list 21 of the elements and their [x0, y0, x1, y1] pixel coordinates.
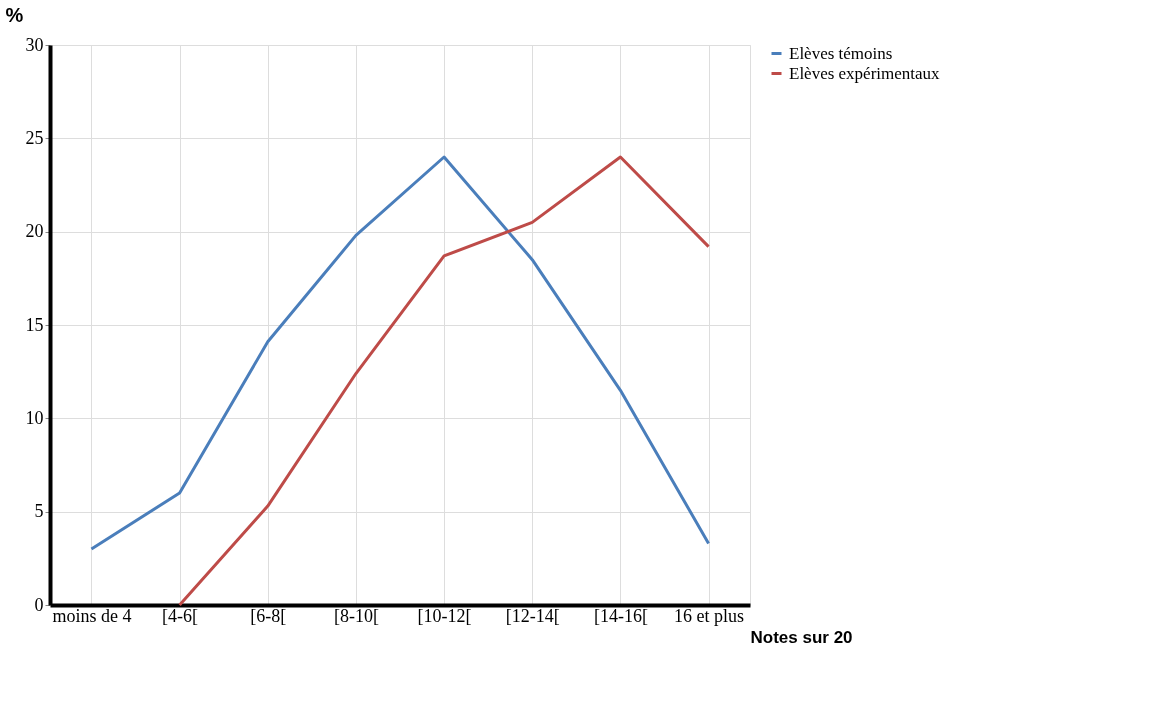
- y-tick-label: 30: [25, 34, 44, 55]
- y-axis-title: %: [5, 3, 24, 26]
- y-tick-label: 0: [34, 594, 44, 615]
- x-axis-title: Notes sur 20: [750, 627, 853, 647]
- x-tick-label: [4-6[: [162, 605, 199, 626]
- y-tick-label: 20: [25, 221, 44, 242]
- x-tick-label: [6-8[: [250, 605, 287, 626]
- x-tick-label: [14-16[: [593, 605, 648, 626]
- x-tick-label: 16 et plus: [674, 605, 745, 626]
- x-tick-label: moins de 4: [52, 605, 132, 626]
- y-tick-label: 15: [25, 314, 44, 335]
- legend-label: Elèves témoins: [789, 43, 893, 63]
- y-tick-label: 5: [34, 501, 44, 522]
- y-tick-label: 25: [25, 127, 44, 148]
- x-tick-label: [8-10[: [333, 605, 379, 626]
- x-tick-label: [12-14[: [505, 605, 560, 626]
- y-tick-label: 10: [25, 407, 44, 428]
- legend-label: Elèves expérimentaux: [789, 63, 941, 83]
- x-tick-label: [10-12[: [417, 605, 472, 626]
- line-series: [89, 155, 711, 551]
- line-series: [178, 155, 711, 607]
